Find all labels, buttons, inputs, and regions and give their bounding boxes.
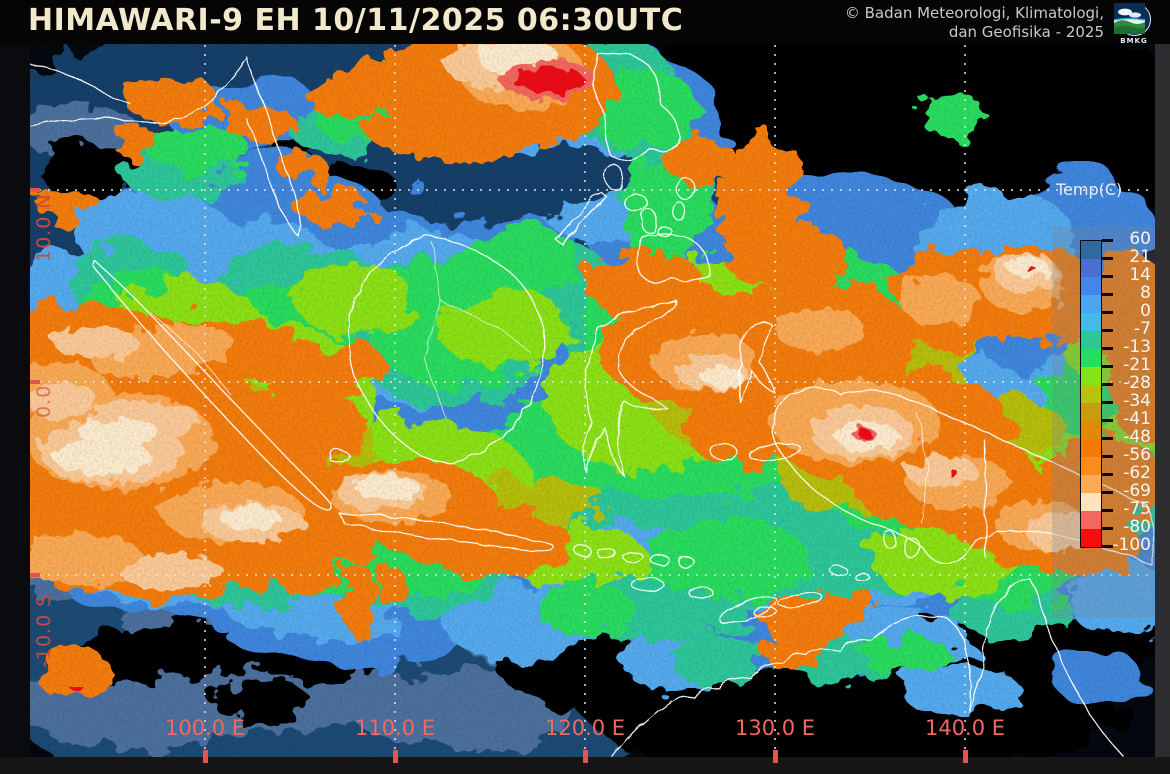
longitude-label: 130.0 E [734,716,816,740]
colorbar-segment [1081,421,1101,439]
image-grain [30,0,1155,757]
bmkg-logo: BMKG [1114,3,1154,45]
colorbar-tick-label: -56 [1123,445,1151,465]
colorbar-tick-label: -28 [1123,373,1151,393]
colorbar-tick-label: 14 [1129,265,1151,285]
colorbar-tick-label: -80 [1123,517,1151,537]
colorbar-segment [1081,313,1101,331]
colorbar-tick-label: -62 [1123,463,1151,483]
copyright-notice: © Badan Meteorologi, Klimatologi, dan Ge… [845,4,1104,42]
axis-tick-marks [30,188,968,763]
colorbar-segment [1081,349,1101,367]
colorbar-segment [1081,403,1101,421]
colorbar-segment [1081,259,1101,277]
colorbar-tick [1102,437,1113,440]
colorbar-panel [1052,226,1155,618]
bottom-frame-bar [0,757,1170,774]
latitude-label: -10.0 S [33,593,55,668]
latitude-label: 10.0 N [33,193,55,262]
bmkg-logo-label: BMKG [1120,37,1148,45]
copyright-line-2: dan Geofisika - 2025 [948,23,1104,41]
colorbar-segment [1081,367,1101,385]
colorbar-tick-label: -41 [1123,409,1151,429]
colorbar-tick-label: 8 [1140,283,1151,303]
colorbar-tick-label: -69 [1123,481,1151,501]
colorbar-tick [1102,329,1113,332]
colorbar-tick [1102,455,1113,458]
colorbar-tick [1102,419,1113,422]
longitude-label: 110.0 E [354,716,436,740]
colorbar-tick [1102,365,1113,368]
colorbar-tick-label: 0 [1140,301,1151,321]
colorbar-segment [1081,331,1101,349]
colorbar-segment [1081,475,1101,493]
colorbar-segment [1081,241,1101,259]
colorbar-tick-label: -100 [1112,535,1151,555]
colorbar-tick [1102,491,1113,494]
colorbar-title: Temp(C) [1056,180,1123,199]
temperature-colorbar [1080,240,1102,548]
colorbar-tick [1102,545,1113,548]
longitude-label: 140.0 E [924,716,1006,740]
colorbar-tick-label: -48 [1123,427,1151,447]
colorbar-tick [1102,383,1113,386]
colorbar-tick [1102,293,1113,296]
copyright-line-1: © Badan Meteorologi, Klimatologi, [844,4,1104,22]
longitude-label: 100.0 E [164,716,246,740]
colorbar-tick-label: 21 [1129,247,1151,267]
colorbar-tick [1102,257,1113,260]
colorbar-tick-label: -34 [1123,391,1151,411]
colorbar-tick-label: 60 [1129,229,1151,249]
image-title: HIMAWARI-9 EH 10/11/2025 06:30UTC [28,3,684,38]
colorbar-segment [1081,277,1101,295]
colorbar-segment [1081,529,1101,547]
colorbar-segment [1081,457,1101,475]
right-frame-bar [1155,0,1170,774]
left-frame-bar [0,0,30,774]
colorbar-segment [1081,439,1101,457]
colorbar-tick [1102,311,1113,314]
colorbar-tick [1102,473,1113,476]
grid-lines [30,0,1155,757]
colorbar-tick [1102,527,1113,530]
colorbar-tick-label: -7 [1134,319,1151,339]
colorbar-segment [1081,295,1101,313]
latitude-label: 0.0 [33,384,55,418]
colorbar-tick [1102,347,1113,350]
colorbar-segment [1081,493,1101,511]
colorbar-tick [1102,509,1113,512]
colorbar-segment [1081,385,1101,403]
colorbar-segment [1081,511,1101,529]
colorbar-tick-label: -13 [1123,337,1151,357]
colorbar-tick-label: -75 [1123,499,1151,519]
colorbar-tick-label: -21 [1123,355,1151,375]
colorbar-tick [1102,275,1113,278]
title-bar: HIMAWARI-9 EH 10/11/2025 06:30UTC [0,0,1170,44]
colorbar-tick [1102,239,1113,242]
bmkg-logo-icon [1114,3,1151,36]
colorbar-tick [1102,401,1113,404]
coastlines [29,51,1153,758]
longitude-label: 120.0 E [544,716,626,740]
